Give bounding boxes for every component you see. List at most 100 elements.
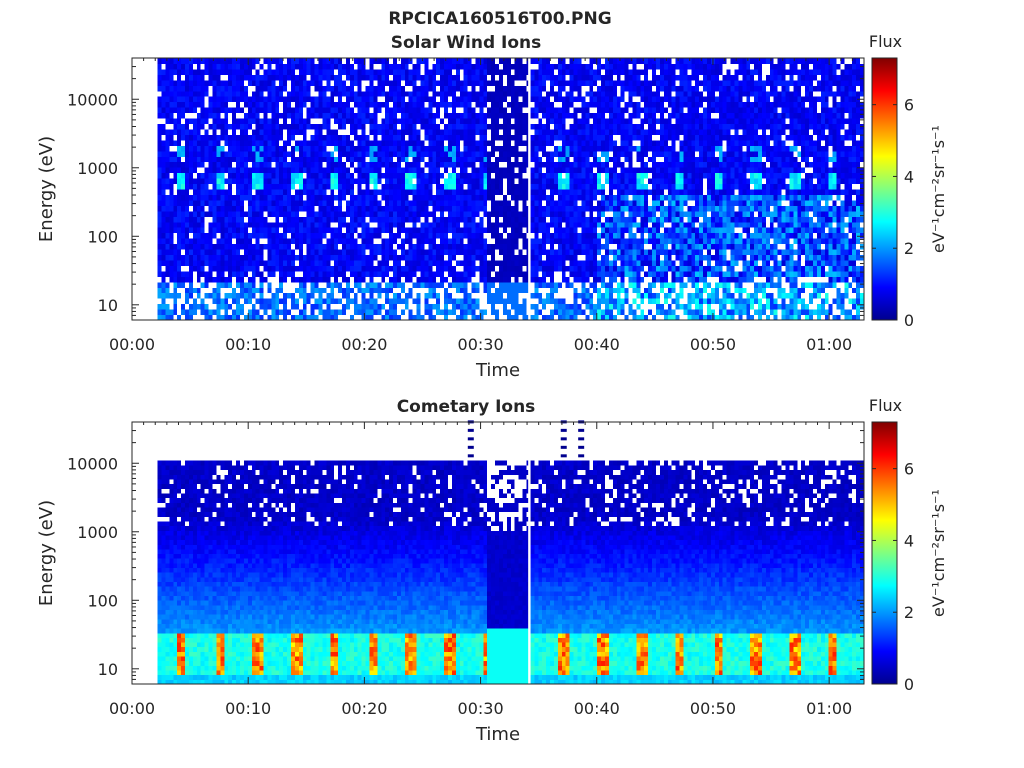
heatmap-cell xyxy=(310,270,316,277)
heatmap-cell xyxy=(455,101,461,108)
heatmap-cell xyxy=(255,194,261,201)
heatmap-cell xyxy=(338,167,343,174)
heatmap-cell xyxy=(243,227,249,234)
heatmap-cell xyxy=(502,287,508,294)
heatmap-cell xyxy=(232,150,237,157)
heatmap-cell xyxy=(518,74,524,81)
heatmap-cell xyxy=(196,79,202,86)
heatmap-cell xyxy=(334,101,339,108)
heatmap-cell xyxy=(408,259,414,266)
heatmap-cell xyxy=(455,58,461,64)
heatmap-cell xyxy=(546,194,551,201)
heatmap-cell xyxy=(208,189,213,195)
heatmap-cell xyxy=(259,123,265,130)
heatmap-cell xyxy=(444,227,449,234)
heatmap-cell xyxy=(208,85,213,92)
heatmap-cell xyxy=(404,101,410,108)
heatmap-cell xyxy=(255,227,261,234)
heatmap-cell xyxy=(228,287,233,294)
heatmap-cell xyxy=(377,205,382,212)
heatmap-cell xyxy=(157,178,162,185)
heatmap-cell xyxy=(306,194,312,201)
heatmap-cell xyxy=(236,128,241,135)
heatmap-cell xyxy=(479,243,484,250)
heatmap-cell xyxy=(553,227,559,234)
heatmap-cell xyxy=(479,265,484,272)
heatmap-cell xyxy=(200,183,206,190)
heatmap-cell xyxy=(330,221,335,228)
heatmap-cell xyxy=(506,58,512,64)
heatmap-cell xyxy=(306,178,312,185)
heatmap-cell xyxy=(173,309,178,316)
heatmap-cell xyxy=(357,199,363,206)
heatmap-cell xyxy=(455,123,461,130)
heatmap-cell xyxy=(479,259,484,266)
heatmap-cell xyxy=(291,178,296,185)
heatmap-cell xyxy=(471,232,476,239)
heatmap-cell xyxy=(393,58,398,64)
heatmap-cell xyxy=(451,85,457,92)
heatmap-cell xyxy=(302,314,308,321)
heatmap-cell xyxy=(232,68,237,75)
heatmap-cell xyxy=(342,314,347,321)
heatmap-cell xyxy=(185,128,190,135)
heatmap-cell xyxy=(287,68,292,75)
heatmap-cell xyxy=(510,150,516,157)
heatmap-cell xyxy=(451,79,457,86)
heatmap-cell xyxy=(298,254,304,261)
heatmap-cell xyxy=(255,270,261,277)
heatmap-cell xyxy=(373,112,378,119)
heatmap-cell xyxy=(561,90,567,97)
heatmap-cell xyxy=(322,134,327,141)
heatmap-cell xyxy=(412,134,418,141)
heatmap-cell xyxy=(279,216,284,223)
heatmap-cell xyxy=(302,156,308,163)
heatmap-cell xyxy=(342,101,347,108)
heatmap-cell xyxy=(522,249,527,255)
heatmap-cell xyxy=(188,254,194,261)
heatmap-cell xyxy=(416,238,422,245)
heatmap-cell xyxy=(553,199,559,206)
heatmap-cell xyxy=(294,79,300,86)
heatmap-cell xyxy=(173,68,178,75)
heatmap-cell xyxy=(232,134,237,141)
heatmap-cell xyxy=(557,221,563,228)
heatmap-cell xyxy=(310,254,316,261)
heatmap-cell xyxy=(255,303,261,310)
heatmap-cell xyxy=(424,79,429,86)
heatmap-cell xyxy=(228,63,233,70)
heatmap-cell xyxy=(247,309,253,316)
heatmap-cell xyxy=(345,221,351,228)
heatmap-cell xyxy=(373,238,378,245)
heatmap-cell xyxy=(522,161,527,168)
heatmap-cell xyxy=(243,270,249,277)
heatmap-cell xyxy=(365,112,370,119)
heatmap-cell xyxy=(216,123,221,130)
heatmap-cell xyxy=(349,156,355,163)
heatmap-cell xyxy=(463,281,469,288)
heatmap-cell xyxy=(220,238,225,245)
heatmap-cell xyxy=(424,276,429,283)
heatmap-cell xyxy=(157,309,162,316)
heatmap-cell xyxy=(349,210,355,217)
heatmap-cell xyxy=(192,276,198,283)
heatmap-cell xyxy=(546,123,551,130)
heatmap-cell xyxy=(314,178,319,185)
heatmap-cell xyxy=(534,74,539,81)
heatmap-cell xyxy=(216,178,221,185)
heatmap-cell xyxy=(440,270,445,277)
heatmap-cell xyxy=(408,128,414,135)
heatmap-cell xyxy=(436,145,441,152)
heatmap-cell xyxy=(396,270,402,277)
heatmap-cell xyxy=(251,210,257,217)
heatmap-cell xyxy=(208,298,213,305)
heatmap-cell xyxy=(322,309,327,316)
heatmap-cell xyxy=(432,139,437,146)
heatmap-cell xyxy=(459,58,465,64)
heatmap-cell xyxy=(483,145,488,152)
heatmap-cell xyxy=(499,259,504,266)
heatmap-cell xyxy=(255,107,261,114)
heatmap-cell xyxy=(287,210,292,217)
heatmap-cell xyxy=(181,281,186,288)
heatmap-cell xyxy=(459,68,465,75)
